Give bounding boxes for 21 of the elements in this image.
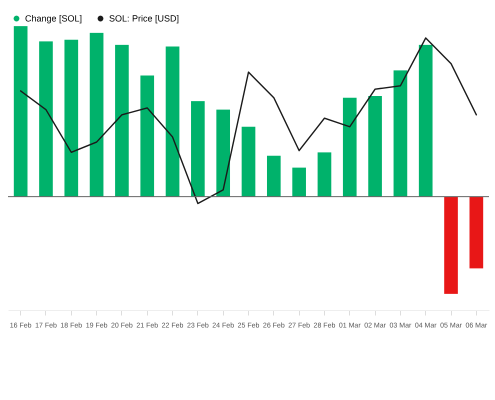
bar [242,126,256,197]
bar [418,44,433,197]
bar [216,110,230,197]
bar [166,46,180,197]
legend-label: SOL: Price [USD] [109,14,180,24]
bar [90,32,104,197]
bar [368,96,382,197]
bar [266,156,281,197]
bar [140,76,154,197]
legend-label: Change [SOL] [25,14,82,24]
bar [318,152,332,197]
bar [191,101,205,197]
bar [292,168,306,197]
bar [444,196,458,294]
bar [115,44,129,197]
bar [39,41,53,197]
bar [470,196,484,268]
bar [14,26,28,197]
bar [342,98,357,197]
bar [394,70,408,197]
bar [64,40,78,197]
